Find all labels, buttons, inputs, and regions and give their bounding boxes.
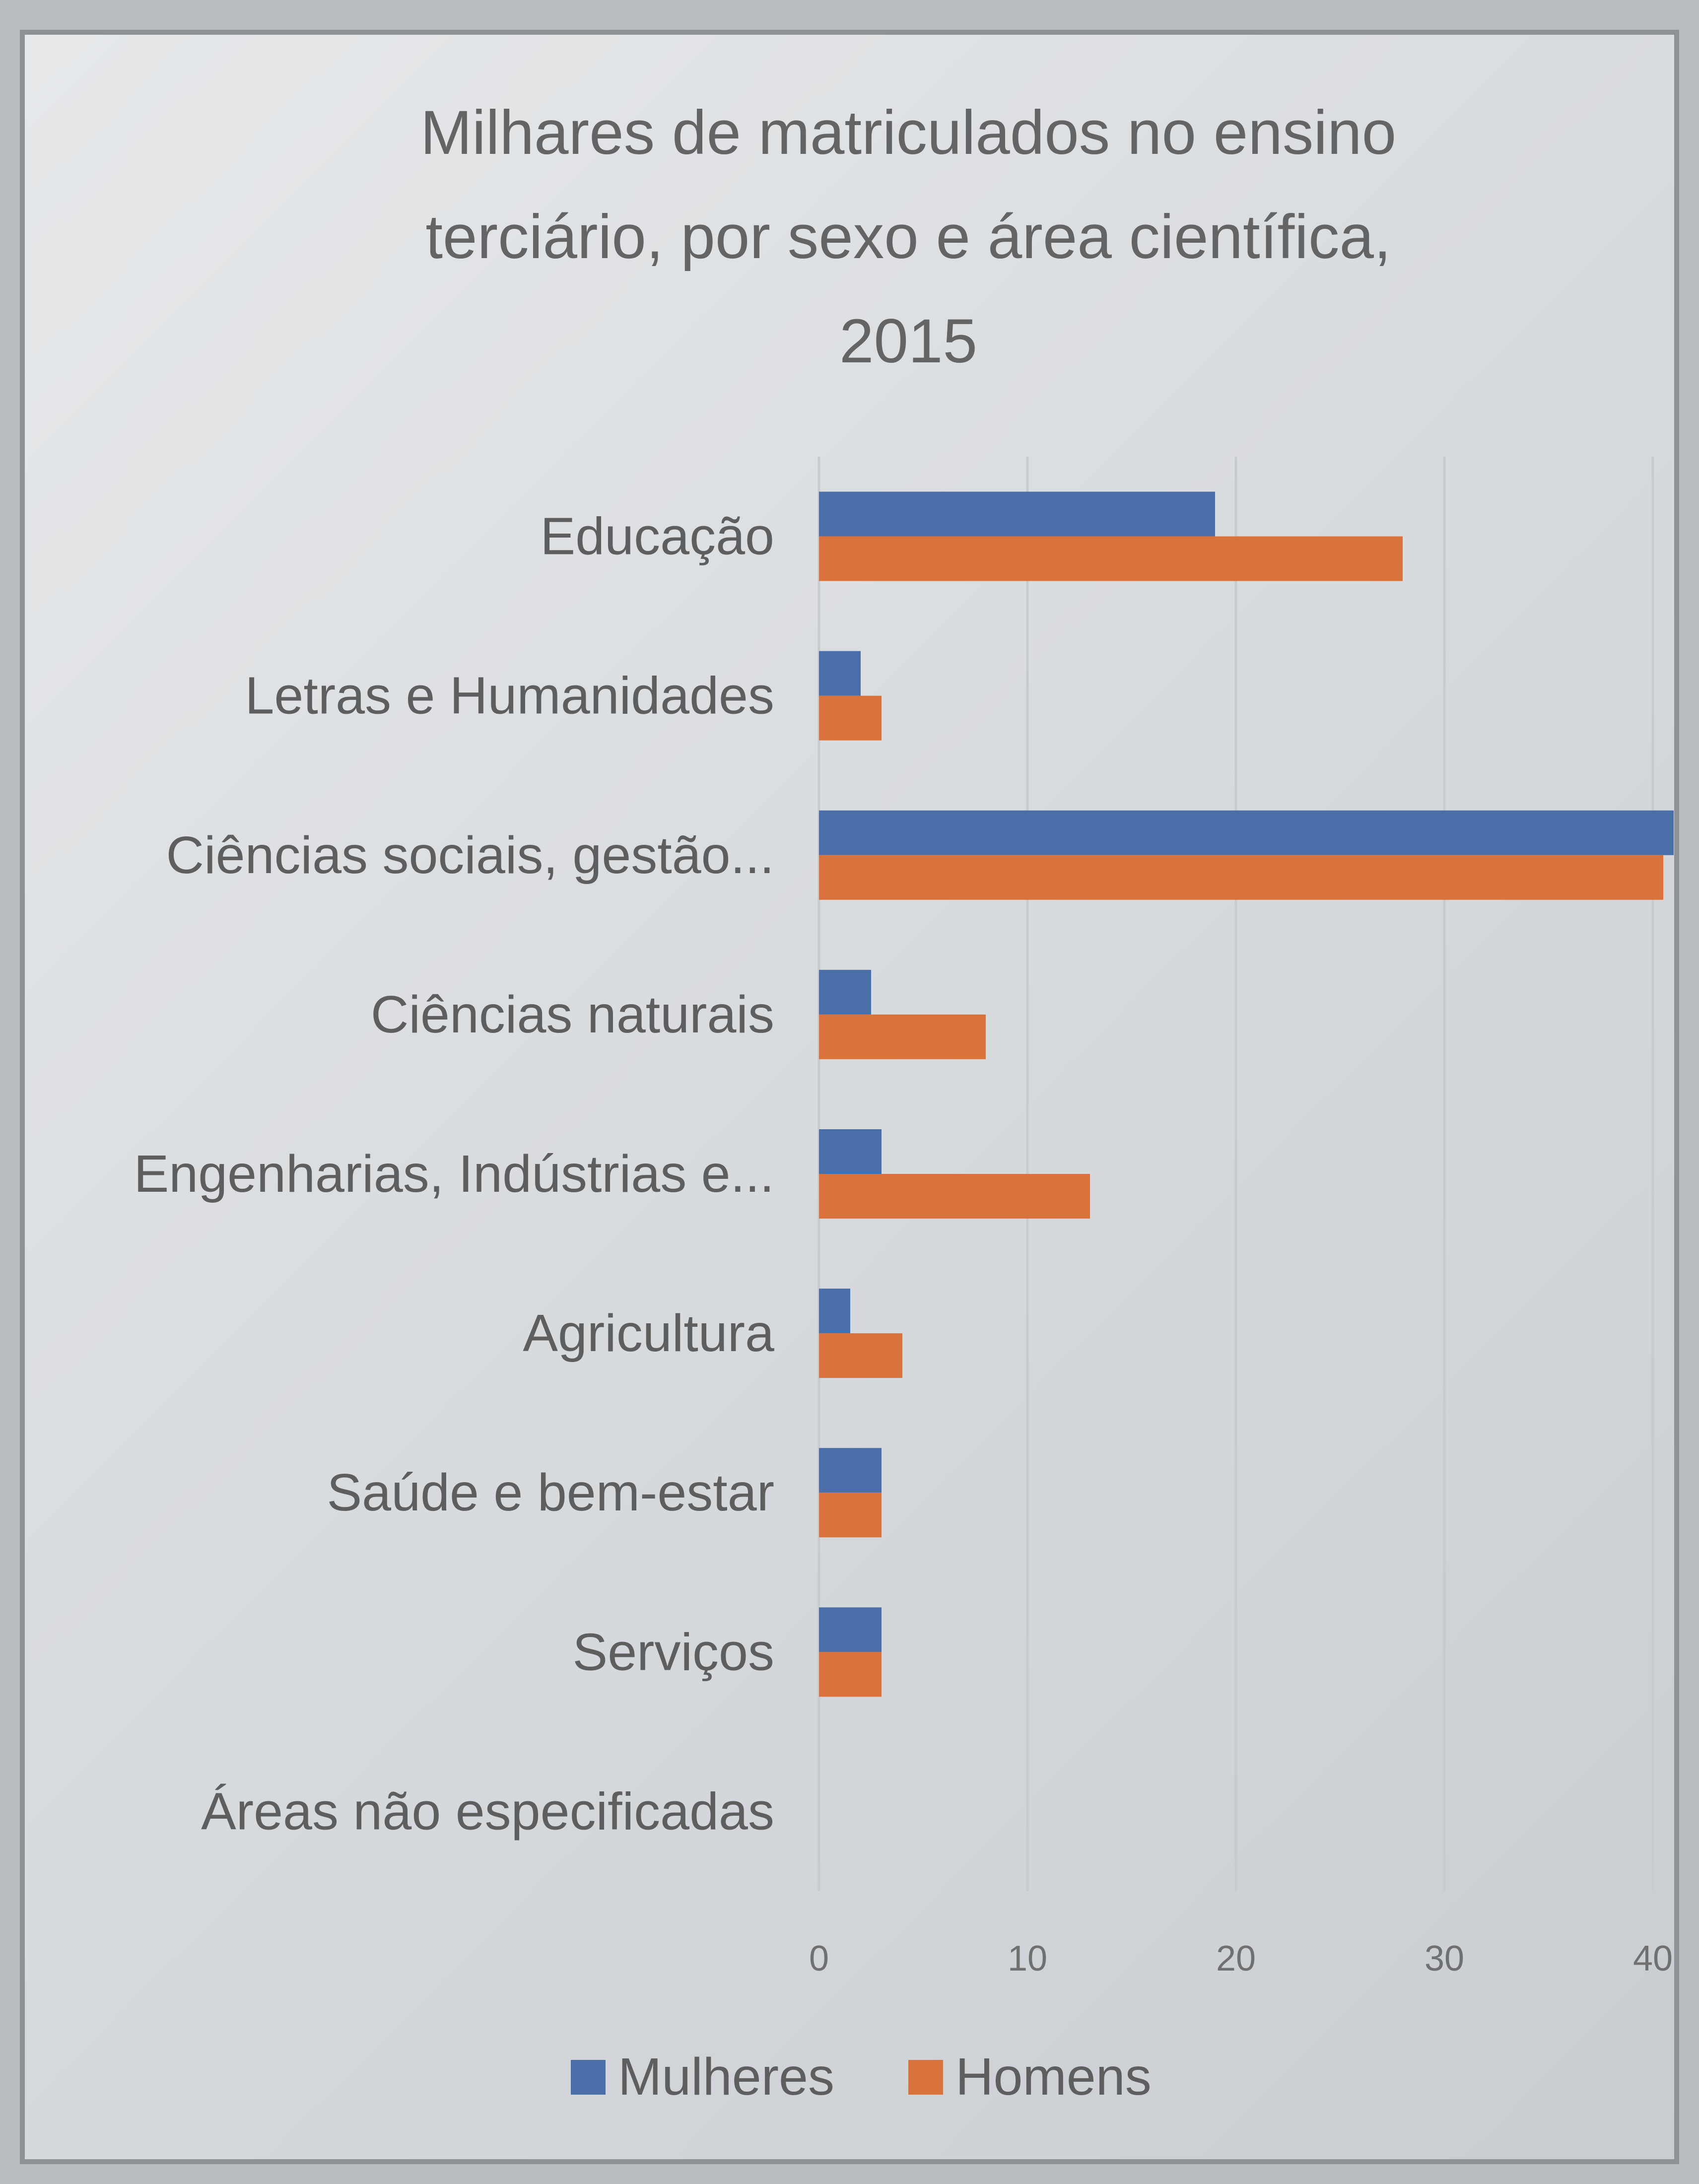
bar-homens [819,536,1403,581]
bars [819,491,1674,1697]
category-label: Áreas não especificadas [201,1782,774,1841]
bar-mulheres [819,1607,882,1652]
bar-mulheres [819,491,1215,537]
bar-mulheres [819,1448,882,1493]
bar-homens [819,855,1663,900]
legend-label: Homens [955,2048,1152,2106]
chart-title: Milhares de matriculados no ensino terci… [420,98,1396,376]
bar-homens [819,1493,882,1538]
bar-homens [819,695,882,741]
bar-homens [819,1014,986,1059]
bar-homens [819,1652,882,1697]
legend-swatch [571,2060,606,2095]
bar-mulheres [819,1289,850,1334]
category-label: Letras e Humanidades [245,667,774,725]
category-label: Ciências sociais, gestão... [166,826,774,885]
category-label: Educação [541,507,774,566]
bar-mulheres [819,969,871,1015]
x-tick-label: 20 [1216,1939,1256,1979]
x-tick-label: 40 [1633,1939,1673,1979]
category-label: Engenharias, Indústrias e... [134,1145,774,1203]
x-tick-label: 10 [1008,1939,1047,1979]
legend-label: Mulheres [618,2048,834,2106]
category-labels: Educação Letras e Humanidades Ciências soc… [134,507,774,1841]
bar-mulheres [819,1129,882,1174]
x-tick-labels: 0 10 20 30 40 [809,1939,1673,1979]
chart-title-line-1: Milhares de matriculados no ensino [420,98,1396,167]
x-tick-label: 0 [809,1939,829,1979]
chart-title-line-3: 2015 [839,307,977,376]
category-label: Agricultura [523,1304,774,1363]
x-tick-label: 30 [1425,1939,1464,1979]
chart-title-line-2: terciário, por sexo e área científica, [425,203,1391,272]
bar-mulheres [819,651,861,696]
chart-frame [20,30,1679,2164]
category-label: Saúde e bem-estar [327,1463,774,1522]
legend: Mulheres Homens [571,2048,1152,2106]
bar-homens [819,1174,1090,1219]
category-label: Ciências naturais [371,985,774,1044]
category-label: Serviços [573,1623,774,1681]
bar-mulheres [819,810,1674,855]
legend-swatch [908,2060,943,2095]
bar-homens [819,1333,902,1378]
